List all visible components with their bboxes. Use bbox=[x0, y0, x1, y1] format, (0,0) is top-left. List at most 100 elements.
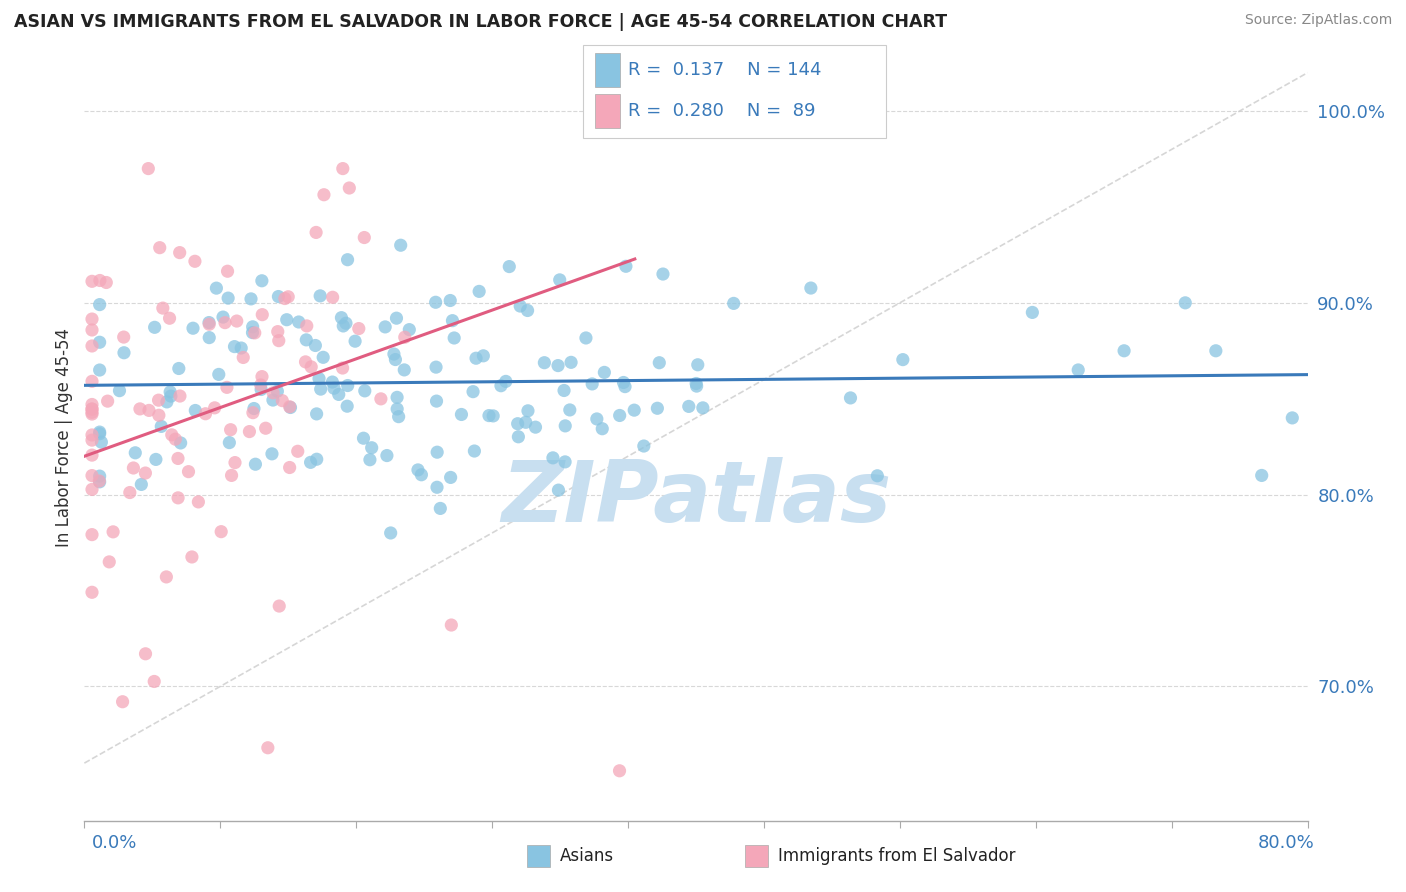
Point bbox=[90, 435, 112, 450]
Point bbox=[208, 368, 231, 382]
Point bbox=[360, 441, 382, 455]
Point bbox=[198, 317, 221, 331]
Point bbox=[515, 415, 537, 429]
Point bbox=[524, 420, 547, 434]
Point bbox=[269, 599, 291, 613]
Point bbox=[647, 401, 669, 416]
Point bbox=[337, 181, 360, 195]
Point bbox=[143, 674, 166, 689]
Point bbox=[252, 308, 274, 322]
Point bbox=[165, 432, 187, 446]
Point bbox=[678, 400, 700, 414]
Point bbox=[218, 435, 240, 450]
Point bbox=[461, 384, 484, 399]
Point bbox=[533, 356, 555, 370]
Point bbox=[299, 455, 322, 469]
Point bbox=[330, 310, 353, 325]
Point bbox=[159, 311, 181, 326]
Text: ASIAN VS IMMIGRANTS FROM EL SALVADOR IN LABOR FORCE | AGE 45-54 CORRELATION CHAR: ASIAN VS IMMIGRANTS FROM EL SALVADOR IN … bbox=[14, 13, 948, 31]
Point bbox=[98, 555, 121, 569]
Point bbox=[169, 389, 191, 403]
Point bbox=[866, 468, 889, 483]
Point bbox=[177, 465, 200, 479]
Point bbox=[332, 161, 354, 176]
Point bbox=[553, 384, 575, 398]
Text: Source: ZipAtlas.com: Source: ZipAtlas.com bbox=[1244, 13, 1392, 28]
Point bbox=[267, 334, 290, 348]
Point bbox=[274, 292, 297, 306]
Point bbox=[1021, 305, 1043, 319]
Point bbox=[250, 369, 273, 384]
Point bbox=[633, 439, 655, 453]
Point bbox=[221, 468, 243, 483]
Point bbox=[332, 318, 354, 333]
Point bbox=[231, 341, 253, 355]
Point bbox=[800, 281, 823, 295]
Point bbox=[581, 376, 603, 391]
Point bbox=[97, 394, 120, 409]
Point bbox=[332, 361, 354, 376]
Point bbox=[152, 301, 174, 315]
Point bbox=[323, 381, 346, 395]
Point bbox=[143, 320, 166, 334]
Point bbox=[145, 452, 167, 467]
Point bbox=[80, 339, 103, 353]
Point bbox=[224, 456, 246, 470]
Point bbox=[80, 312, 103, 326]
Point bbox=[89, 425, 111, 439]
Point bbox=[278, 400, 301, 414]
Point bbox=[80, 428, 103, 442]
Point bbox=[181, 321, 204, 335]
Point bbox=[336, 378, 359, 392]
Point bbox=[184, 254, 207, 268]
Point bbox=[443, 331, 465, 345]
Point bbox=[495, 375, 517, 389]
Point bbox=[167, 451, 190, 466]
Point bbox=[80, 433, 103, 447]
Point bbox=[685, 379, 707, 393]
Point bbox=[111, 695, 134, 709]
Point bbox=[249, 378, 271, 392]
Point bbox=[389, 238, 412, 252]
Text: R =  0.137    N = 144: R = 0.137 N = 144 bbox=[628, 61, 823, 78]
Point bbox=[1114, 343, 1136, 358]
Point bbox=[89, 335, 111, 350]
Point bbox=[169, 245, 191, 260]
Point bbox=[441, 313, 464, 327]
Point bbox=[112, 330, 135, 344]
Text: Immigrants from El Salvador: Immigrants from El Salvador bbox=[778, 847, 1015, 865]
Point bbox=[167, 491, 190, 505]
Point bbox=[353, 384, 375, 398]
Point bbox=[280, 401, 302, 415]
Point bbox=[312, 351, 335, 365]
Point bbox=[541, 450, 564, 465]
Point bbox=[612, 376, 634, 390]
Point bbox=[614, 379, 637, 393]
Point bbox=[382, 347, 405, 361]
Point bbox=[347, 321, 370, 335]
Point bbox=[184, 403, 207, 417]
Point bbox=[394, 330, 416, 344]
Point bbox=[89, 474, 111, 488]
Point bbox=[322, 290, 344, 304]
Point bbox=[204, 401, 226, 415]
Point bbox=[547, 359, 569, 373]
Point bbox=[839, 391, 862, 405]
Point bbox=[294, 355, 316, 369]
Point bbox=[169, 436, 191, 450]
Point bbox=[465, 351, 488, 366]
Point bbox=[374, 319, 396, 334]
Point bbox=[89, 273, 111, 287]
Point bbox=[242, 406, 264, 420]
Point bbox=[516, 303, 538, 318]
Point bbox=[652, 267, 675, 281]
Point bbox=[225, 314, 247, 328]
Point bbox=[548, 273, 571, 287]
Point bbox=[262, 393, 284, 408]
Point bbox=[134, 466, 156, 480]
Point bbox=[509, 299, 531, 313]
Point bbox=[299, 359, 322, 374]
Point bbox=[295, 318, 318, 333]
Point bbox=[80, 402, 103, 417]
Point bbox=[547, 483, 569, 497]
